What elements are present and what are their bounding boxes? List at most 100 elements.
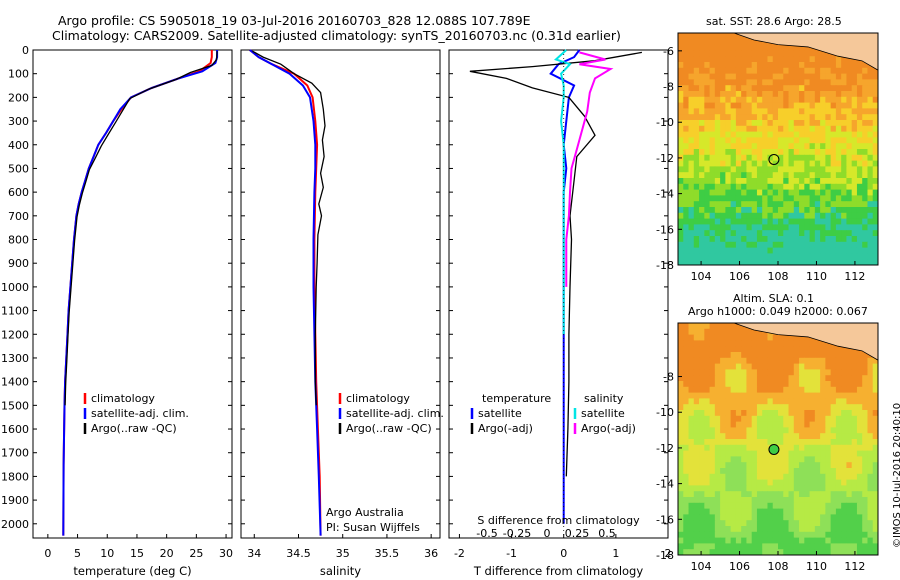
sla-map-title-2: Argo h1000: 0.049 h2000: 0.067 (688, 305, 868, 318)
y-tick-label: 1300 (1, 352, 29, 365)
y-tick-label: 400 (8, 139, 29, 152)
annotation-pi: PI: Susan Wijffels (326, 521, 420, 534)
map-y-tick-label: -8 (663, 371, 674, 384)
map-y-tick-label: -10 (656, 116, 674, 129)
legend-label: satellite (581, 407, 625, 420)
map-x-tick-label: 106 (729, 270, 750, 283)
sst-map-title: sat. SST: 28.6 Argo: 28.5 (706, 15, 842, 28)
top-x-tick-label: -0.5 (476, 527, 497, 540)
sst-map (677, 32, 879, 266)
y-tick-label: 1600 (1, 423, 29, 436)
map-x-tick-label: 104 (691, 560, 712, 573)
legend-label: Argo(..raw -QC) (91, 422, 177, 435)
series-line-satellite-adj-clim- (249, 49, 322, 536)
x-tick-label: 20 (160, 547, 174, 560)
y-tick-label: 0 (22, 44, 29, 57)
top-x-tick-label: 0 (544, 527, 551, 540)
series-line-climatology (249, 49, 322, 536)
map-x-tick-label: 108 (768, 270, 789, 283)
top-x-tick-label: 0.5 (598, 527, 616, 540)
x-tick-label: 35.5 (375, 547, 400, 560)
map-y-tick-label: -12 (656, 442, 674, 455)
legend-label: climatology (346, 392, 410, 405)
x-tick-label: 15 (130, 547, 144, 560)
y-tick-label: 300 (8, 115, 29, 128)
map-x-tick-label: 108 (768, 560, 789, 573)
x-tick-label: -2 (454, 547, 465, 560)
map-x-tick-label: 106 (729, 560, 750, 573)
map-y-tick-label: -10 (656, 406, 674, 419)
series-line-temperature-argo-adj- (469, 51, 643, 477)
y-tick-label: 200 (8, 91, 29, 104)
sla-map (677, 322, 879, 556)
y-tick-label: 100 (8, 68, 29, 81)
map-y-tick-label: -16 (656, 223, 674, 236)
x-tick-label: 35 (336, 547, 350, 560)
map-y-tick-label: -12 (656, 152, 674, 165)
map-y-tick-label: -14 (656, 478, 674, 491)
map-x-tick-label: 112 (844, 560, 865, 573)
map-x-tick-label: 110 (806, 560, 827, 573)
map-y-tick-label: -8 (663, 81, 674, 94)
map-y-tick-label: -18 (656, 549, 674, 562)
x-tick-label: 10 (100, 547, 114, 560)
x-tick-label: 0 (44, 547, 51, 560)
series-line-temperature-satellite (549, 49, 581, 524)
map-y-tick-label: -18 (656, 259, 674, 272)
x-tick-label: 34 (247, 547, 261, 560)
map-x-tick-label: 112 (844, 270, 865, 283)
credit-text: ©IMOS 10-Jul-2016 20:40:10 (892, 402, 900, 548)
series-line-climatology (62, 50, 213, 536)
x-tick-label: 30 (219, 547, 233, 560)
argo-float-marker (768, 153, 780, 165)
x-tick-label: 2 (665, 547, 672, 560)
x-axis-label: salinity (320, 564, 361, 578)
top-x-axis-label: S difference from climatology (477, 514, 640, 527)
series-line-argo-raw-qc- (252, 50, 326, 406)
y-tick-label: 2000 (1, 518, 29, 531)
legend-label: Argo(-adj) (581, 422, 636, 435)
legend-label: satellite-adj. clim. (91, 407, 189, 420)
legend-title-temperature: temperature (482, 392, 551, 405)
map-y-tick-label: -6 (663, 45, 674, 58)
plot-frame-temperature (32, 49, 233, 539)
map-y-tick-label: -16 (656, 513, 674, 526)
y-tick-label: 1700 (1, 447, 29, 460)
plot-frame-salinity (240, 49, 441, 539)
x-tick-label: 1 (612, 547, 619, 560)
map-y-tick-label: -14 (656, 188, 674, 201)
plot-frame-difference (448, 49, 669, 539)
x-axis-label: temperature (deg C) (73, 564, 191, 578)
legend-label: Argo(-adj) (478, 422, 533, 435)
map-x-tick-label: 104 (691, 270, 712, 283)
y-tick-label: 1400 (1, 376, 29, 389)
y-tick-label: 700 (8, 210, 29, 223)
x-tick-label: -1 (506, 547, 517, 560)
map-x-tick-label: 110 (806, 270, 827, 283)
y-tick-label: 1800 (1, 470, 29, 483)
legend-label: satellite-adj. clim. (346, 407, 444, 420)
legend-label: satellite (478, 407, 522, 420)
y-tick-label: 800 (8, 234, 29, 247)
x-tick-label: 5 (74, 547, 81, 560)
top-x-tick-label: -0.25 (503, 527, 531, 540)
top-x-tick-label: 0.25 (565, 527, 590, 540)
x-tick-label: 36 (424, 547, 438, 560)
x-axis-label: T difference from climatology (473, 564, 644, 578)
series-line-salinity-argo-adj- (565, 51, 614, 287)
x-tick-label: 34.5 (286, 547, 311, 560)
legend-title-salinity: salinity (584, 392, 624, 405)
series-line-salinity-satellite (553, 49, 572, 335)
header-line-1: Argo profile: CS 5905018_19 03-Jul-2016 … (58, 13, 531, 28)
series-line-satellite-adj-clim- (62, 50, 219, 536)
y-tick-label: 1000 (1, 281, 29, 294)
y-tick-label: 1900 (1, 494, 29, 507)
series-line-argo-raw-qc- (64, 51, 218, 406)
argo-float-marker (768, 443, 780, 455)
y-tick-label: 1500 (1, 399, 29, 412)
y-tick-label: 1100 (1, 305, 29, 318)
x-tick-label: 0 (560, 547, 567, 560)
annotation-institution: Argo Australia (326, 506, 404, 519)
